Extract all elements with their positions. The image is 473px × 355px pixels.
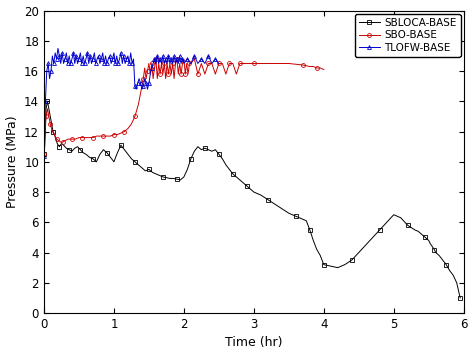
SBO-BASE [153, 57, 159, 61]
SBO-BASE [41, 152, 47, 156]
Line: SBLOCA-BASE: SBLOCA-BASE [42, 99, 462, 300]
SBLOCA-BASE [43, 107, 49, 111]
TLOFW-BASE [216, 61, 222, 66]
SBO-BASE [158, 61, 164, 66]
TLOFW-BASE [153, 61, 159, 66]
TLOFW-BASE [161, 61, 167, 66]
SBO-BASE [321, 67, 327, 72]
TLOFW-BASE [146, 81, 152, 85]
SBLOCA-BASE [457, 296, 463, 300]
TLOFW-BASE [55, 46, 61, 50]
TLOFW-BASE [41, 154, 47, 158]
SBO-BASE [111, 132, 117, 137]
Line: SBO-BASE: SBO-BASE [42, 57, 326, 156]
Legend: SBLOCA-BASE, SBO-BASE, TLOFW-BASE: SBLOCA-BASE, SBO-BASE, TLOFW-BASE [355, 14, 461, 57]
SBO-BASE [163, 76, 168, 81]
SBLOCA-BASE [433, 250, 438, 255]
Line: TLOFW-BASE: TLOFW-BASE [42, 47, 221, 158]
SBLOCA-BASE [46, 107, 52, 111]
SBO-BASE [62, 138, 68, 143]
SBLOCA-BASE [136, 163, 141, 167]
SBLOCA-BASE [44, 99, 50, 103]
SBO-BASE [148, 72, 153, 76]
SBO-BASE [265, 61, 271, 66]
TLOFW-BASE [206, 54, 211, 58]
TLOFW-BASE [128, 51, 133, 55]
X-axis label: Time (hr): Time (hr) [225, 337, 282, 349]
SBLOCA-BASE [328, 264, 333, 268]
TLOFW-BASE [96, 54, 101, 58]
SBLOCA-BASE [391, 213, 396, 217]
Y-axis label: Pressure (MPa): Pressure (MPa) [6, 115, 18, 208]
SBLOCA-BASE [41, 152, 47, 156]
